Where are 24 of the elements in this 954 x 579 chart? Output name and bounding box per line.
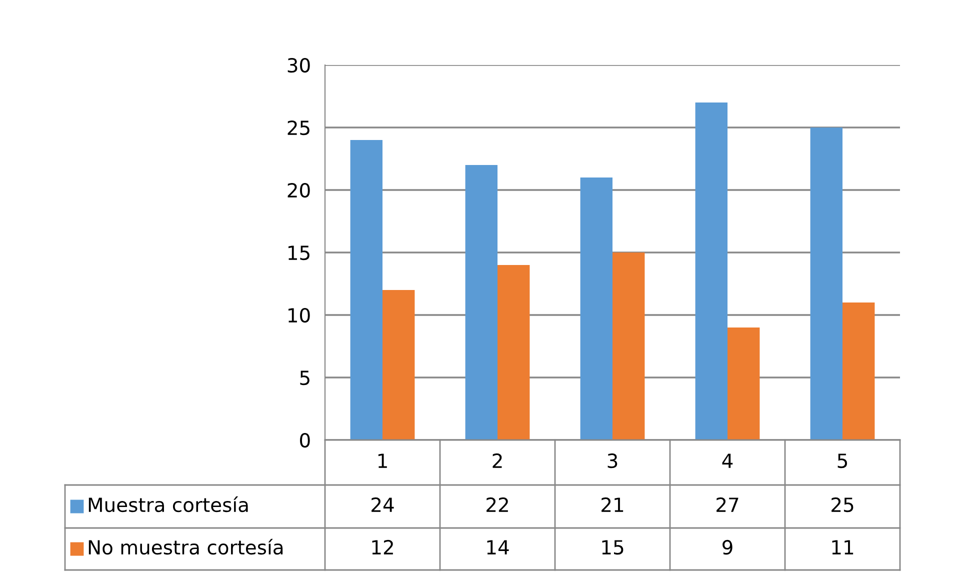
data-label: 12 — [372, 540, 393, 554]
x-tick-label: 4 — [722, 454, 733, 468]
x-tick-label: 1 — [378, 454, 387, 468]
x-tick-label: 3 — [608, 453, 618, 468]
data-label: 27 — [716, 497, 738, 512]
y-tick-label: 10 — [288, 308, 310, 323]
y-tick-label: 0 — [300, 432, 310, 448]
data-label: 21 — [602, 497, 624, 512]
y-tick-label: 25 — [288, 120, 310, 136]
data-label: 24 — [372, 497, 394, 512]
x-tick-label: 2 — [492, 453, 502, 468]
x-tick-label: 5 — [838, 454, 847, 468]
data-label: 9 — [722, 540, 732, 555]
data-label: 25 — [832, 497, 854, 512]
y-tick-label: 15 — [288, 246, 310, 260]
legend-label: No muestra cortesía — [88, 538, 283, 555]
legend-label: Muestra cortesía — [88, 496, 248, 512]
y-tick-label: 30 — [288, 58, 310, 73]
y-tick-label: 20 — [288, 182, 310, 198]
data-label: 15 — [602, 540, 624, 555]
y-tick-label: 5 — [300, 370, 310, 386]
data-label: 22 — [486, 497, 508, 512]
data-label: 11 — [832, 540, 854, 554]
data-label: 14 — [487, 540, 509, 554]
